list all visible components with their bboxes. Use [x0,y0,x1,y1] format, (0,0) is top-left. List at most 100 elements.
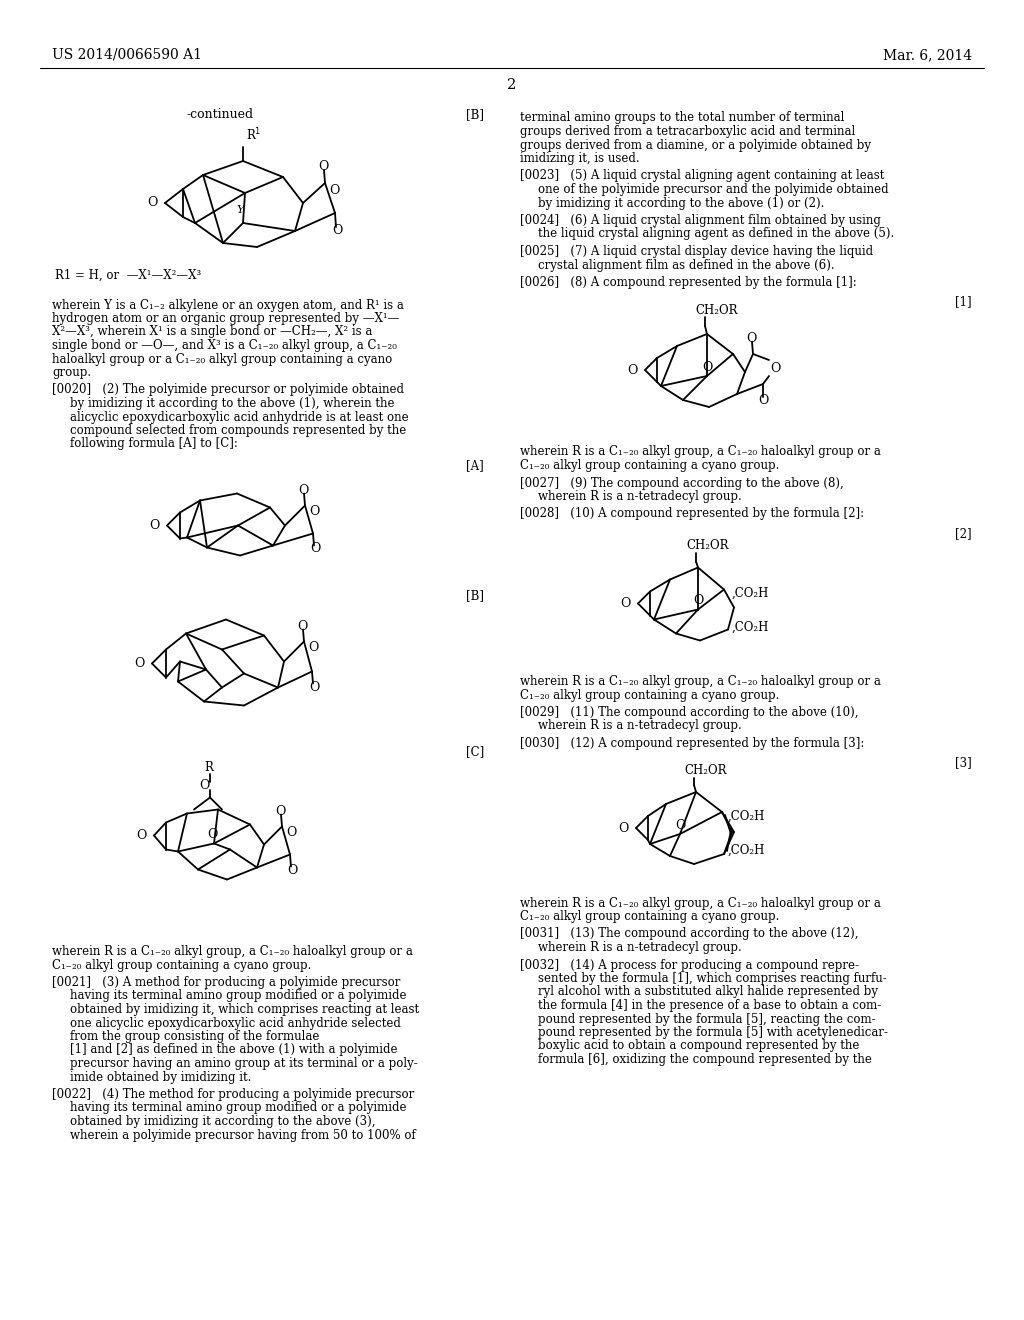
Text: C₁₋₂₀ alkyl group containing a cyano group.: C₁₋₂₀ alkyl group containing a cyano gro… [520,459,779,473]
Text: wherein R is a C₁₋₂₀ alkyl group, a C₁₋₂₀ haloalkyl group or a: wherein R is a C₁₋₂₀ alkyl group, a C₁₋₂… [520,446,881,458]
Text: [0026]   (8) A compound represented by the formula [1]:: [0026] (8) A compound represented by the… [520,276,857,289]
Text: -continued: -continued [186,108,254,121]
Text: [C]: [C] [466,744,484,758]
Text: [1]: [1] [955,296,972,309]
Text: R$^1$: R$^1$ [246,127,261,143]
Text: ,CO₂H: ,CO₂H [732,587,769,601]
Text: O: O [693,594,703,607]
Text: O: O [309,681,319,694]
Text: having its terminal amino group modified or a polyimide: having its terminal amino group modified… [70,990,407,1002]
Text: wherein R is a n-tetradecyl group.: wherein R is a n-tetradecyl group. [538,490,741,503]
Text: O: O [758,393,768,407]
Text: Mar. 6, 2014: Mar. 6, 2014 [883,48,972,62]
Text: CH₂OR: CH₂OR [695,304,737,317]
Text: pound represented by the formula [5] with acetylenedicar-: pound represented by the formula [5] wit… [538,1026,888,1039]
Text: O: O [286,826,296,840]
Text: CH₂OR: CH₂OR [684,763,726,776]
Text: one alicyclic epoxydicarboxylic acid anhydride selected: one alicyclic epoxydicarboxylic acid anh… [70,1016,400,1030]
Text: [0029]   (11) The compound according to the above (10),: [0029] (11) The compound according to th… [520,706,858,719]
Text: C₁₋₂₀ alkyl group containing a cyano group.: C₁₋₂₀ alkyl group containing a cyano gro… [52,958,311,972]
Text: 2: 2 [507,78,517,92]
Text: from the group consisting of the formulae: from the group consisting of the formula… [70,1030,319,1043]
Text: [0028]   (10) A compound represented by the formula [2]:: [0028] (10) A compound represented by th… [520,507,864,520]
Text: alicyclic epoxydicarboxylic acid anhydride is at least one: alicyclic epoxydicarboxylic acid anhydri… [70,411,409,424]
Text: wherein a polyimide precursor having from 50 to 100% of: wherein a polyimide precursor having fro… [70,1129,416,1142]
Text: [0021]   (3) A method for producing a polyimide precursor: [0021] (3) A method for producing a poly… [52,975,400,989]
Text: terminal amino groups to the total number of terminal: terminal amino groups to the total numbe… [520,111,845,124]
Text: O: O [309,506,319,517]
Text: ,CO₂H: ,CO₂H [728,843,765,857]
Text: wherein R is a n-tetradecyl group.: wherein R is a n-tetradecyl group. [538,719,741,733]
Text: following formula [A] to [C]:: following formula [A] to [C]: [70,437,238,450]
Text: R: R [204,762,213,774]
Text: [A]: [A] [466,459,484,473]
Text: O: O [207,829,217,842]
Text: [0023]   (5) A liquid crystal aligning agent containing at least: [0023] (5) A liquid crystal aligning age… [520,169,885,182]
Text: O: O [287,865,297,876]
Text: [0024]   (6) A liquid crystal alignment film obtained by using: [0024] (6) A liquid crystal alignment fi… [520,214,881,227]
Text: [0020]   (2) The polyimide precursor or polyimide obtained: [0020] (2) The polyimide precursor or po… [52,384,404,396]
Text: wherein R is a n-tetradecyl group.: wherein R is a n-tetradecyl group. [538,941,741,954]
Text: having its terminal amino group modified or a polyimide: having its terminal amino group modified… [70,1101,407,1114]
Text: O: O [770,362,780,375]
Text: wherein Y is a C₁₋₂ alkylene or an oxygen atom, and R¹ is a: wherein Y is a C₁₋₂ alkylene or an oxyge… [52,298,403,312]
Text: Y: Y [237,205,244,215]
Text: group.: group. [52,366,91,379]
Text: R1 = H, or  —X¹—X²—X³: R1 = H, or —X¹—X²—X³ [55,268,202,281]
Text: imide obtained by imidizing it.: imide obtained by imidizing it. [70,1071,251,1084]
Text: single bond or —O—, and X³ is a C₁₋₂₀ alkyl group, a C₁₋₂₀: single bond or —O—, and X³ is a C₁₋₂₀ al… [52,339,397,352]
Text: O: O [618,821,629,834]
Text: hydrogen atom or an organic group represented by —X¹—: hydrogen atom or an organic group repres… [52,312,399,325]
Text: crystal alignment film as defined in the above (6).: crystal alignment film as defined in the… [538,259,835,272]
Text: O: O [199,779,209,792]
Text: [B]: [B] [466,589,484,602]
Text: boxylic acid to obtain a compound represented by the: boxylic acid to obtain a compound repres… [538,1040,859,1052]
Text: by imidizing it according to the above (1) or (2).: by imidizing it according to the above (… [538,197,824,210]
Text: [2]: [2] [955,527,972,540]
Text: the formula [4] in the presence of a base to obtain a com-: the formula [4] in the presence of a bas… [538,999,882,1012]
Text: wherein R is a C₁₋₂₀ alkyl group, a C₁₋₂₀ haloalkyl group or a: wherein R is a C₁₋₂₀ alkyl group, a C₁₋₂… [52,945,413,958]
Text: obtained by imidizing it, which comprises reacting at least: obtained by imidizing it, which comprise… [70,1003,419,1016]
Text: O: O [621,597,631,610]
Text: [B]: [B] [466,108,484,121]
Text: compound selected from compounds represented by the: compound selected from compounds represe… [70,424,407,437]
Text: sented by the formula [1], which comprises reacting furfu-: sented by the formula [1], which compris… [538,972,887,985]
Text: groups derived from a tetracarboxylic acid and terminal: groups derived from a tetracarboxylic ac… [520,125,855,139]
Text: O: O [310,543,321,554]
Text: imidizing it, is used.: imidizing it, is used. [520,152,640,165]
Text: [1] and [2] as defined in the above (1) with a polyimide: [1] and [2] as defined in the above (1) … [70,1044,397,1056]
Text: ,CO₂H: ,CO₂H [732,620,769,634]
Text: one of the polyimide precursor and the polyimide obtained: one of the polyimide precursor and the p… [538,183,889,195]
Text: O: O [317,161,328,173]
Text: C₁₋₂₀ alkyl group containing a cyano group.: C₁₋₂₀ alkyl group containing a cyano gro… [520,909,779,923]
Text: [0031]   (13) The compound according to the above (12),: [0031] (13) The compound according to th… [520,928,858,940]
Text: by imidizing it according to the above (1), wherein the: by imidizing it according to the above (… [70,397,394,411]
Text: O: O [628,363,638,376]
Text: [0032]   (14) A process for producing a compound repre-: [0032] (14) A process for producing a co… [520,958,859,972]
Text: O: O [297,620,307,634]
Text: [0030]   (12) A compound represented by the formula [3]:: [0030] (12) A compound represented by th… [520,737,864,750]
Text: O: O [701,360,712,374]
Text: O: O [136,829,147,842]
Text: haloalkyl group or a C₁₋₂₀ alkyl group containing a cyano: haloalkyl group or a C₁₋₂₀ alkyl group c… [52,352,392,366]
Text: wherein R is a C₁₋₂₀ alkyl group, a C₁₋₂₀ haloalkyl group or a: wherein R is a C₁₋₂₀ alkyl group, a C₁₋₂… [520,675,881,688]
Text: C₁₋₂₀ alkyl group containing a cyano group.: C₁₋₂₀ alkyl group containing a cyano gro… [520,689,779,701]
Text: O: O [134,657,145,671]
Text: O: O [332,224,342,238]
Text: precursor having an amino group at its terminal or a poly-: precursor having an amino group at its t… [70,1057,418,1071]
Text: US 2014/0066590 A1: US 2014/0066590 A1 [52,48,202,62]
Text: O: O [274,805,286,818]
Text: X²—X³, wherein X¹ is a single bond or —CH₂—, X² is a: X²—X³, wherein X¹ is a single bond or —C… [52,326,373,338]
Text: O: O [150,519,160,532]
Text: [0027]   (9) The compound according to the above (8),: [0027] (9) The compound according to the… [520,477,844,490]
Text: ,CO₂H: ,CO₂H [728,809,765,822]
Text: O: O [675,818,685,832]
Text: O: O [329,185,339,198]
Text: O: O [308,642,318,653]
Text: formula [6], oxidizing the compound represented by the: formula [6], oxidizing the compound repr… [538,1053,871,1067]
Text: groups derived from a diamine, or a polyimide obtained by: groups derived from a diamine, or a poly… [520,139,871,152]
Text: O: O [298,484,308,498]
Text: wherein R is a C₁₋₂₀ alkyl group, a C₁₋₂₀ haloalkyl group or a: wherein R is a C₁₋₂₀ alkyl group, a C₁₋₂… [520,896,881,909]
Text: CH₂OR: CH₂OR [686,539,728,552]
Text: O: O [745,333,756,346]
